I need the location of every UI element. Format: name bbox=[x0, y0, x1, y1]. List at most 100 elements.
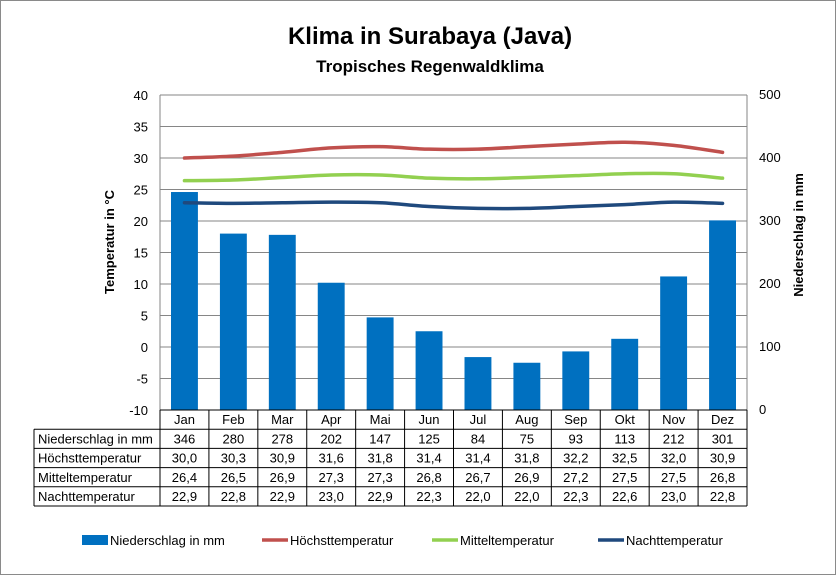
table-cell: 22,6 bbox=[612, 489, 637, 504]
table-cell: 26,7 bbox=[465, 470, 490, 485]
table-cell: 280 bbox=[223, 431, 245, 446]
table-cell: 22,0 bbox=[465, 489, 490, 504]
bar-niederschlag-okt bbox=[611, 338, 639, 410]
table-cell: 27,5 bbox=[612, 470, 637, 485]
y-tick-label: -10 bbox=[129, 403, 148, 418]
x-tick-label: Nov bbox=[662, 412, 686, 427]
legend-label: Niederschlag in mm bbox=[110, 533, 225, 548]
temperature-lines bbox=[182, 140, 725, 211]
x-tick-label: Apr bbox=[321, 412, 342, 427]
y2-tick-label: 400 bbox=[759, 150, 781, 165]
y-tick-label: -5 bbox=[136, 372, 148, 387]
table-cell: 27,2 bbox=[563, 470, 588, 485]
data-table: Jan Feb Mar Apr Mai Jun Jul Aug Sep Okt Nov Dez Nied… bbox=[33, 409, 748, 507]
table-cell: 30,9 bbox=[270, 451, 295, 466]
x-tick-label: Jan bbox=[174, 412, 195, 427]
table-cell: 22,9 bbox=[172, 489, 197, 504]
gridlines bbox=[160, 94, 747, 411]
bar-niederschlag-feb bbox=[219, 233, 247, 410]
table-cell: 22,8 bbox=[221, 489, 246, 504]
table-row-label: Nachttemperatur bbox=[38, 489, 135, 504]
table-cell: 22,8 bbox=[710, 489, 735, 504]
x-tick-label: Jun bbox=[419, 412, 440, 427]
y-tick-label: 0 bbox=[141, 340, 148, 355]
table-cell: 26,5 bbox=[221, 470, 246, 485]
table-cell: 22,3 bbox=[563, 489, 588, 504]
table-cell: 30,0 bbox=[172, 451, 197, 466]
table-cell: 31,8 bbox=[514, 451, 539, 466]
table-cell: 147 bbox=[369, 431, 391, 446]
y-tick-label: 15 bbox=[134, 246, 148, 261]
y2-tick-label: 300 bbox=[759, 213, 781, 228]
chart-subtitle: Tropisches Regenwaldklima bbox=[316, 57, 544, 76]
bar-niederschlag-jul bbox=[464, 357, 492, 410]
table-cell: 93 bbox=[569, 431, 583, 446]
table-row-label: Mitteltemperatur bbox=[38, 470, 133, 485]
legend-label: Höchsttemperatur bbox=[290, 533, 394, 548]
table-cell: 22,9 bbox=[367, 489, 392, 504]
bar-niederschlag-dez bbox=[709, 220, 736, 410]
x-tick-label: Okt bbox=[615, 412, 636, 427]
legend-swatch-bar bbox=[82, 535, 108, 545]
bar-niederschlag-apr bbox=[317, 282, 345, 410]
y2-tick-label: 100 bbox=[759, 339, 781, 354]
y2-tick-label: 200 bbox=[759, 276, 781, 291]
table-cell: 31,8 bbox=[367, 451, 392, 466]
precipitation-bars bbox=[171, 192, 736, 410]
y2-axis-title: Niederschlag in mm bbox=[791, 173, 806, 297]
table-cell: 84 bbox=[471, 431, 485, 446]
legend-label: Nachttemperatur bbox=[626, 533, 723, 548]
y-tick-label: 40 bbox=[134, 88, 148, 103]
table-cell: 202 bbox=[320, 431, 342, 446]
table-cell: 22,9 bbox=[270, 489, 295, 504]
line-höchsttemperatur bbox=[182, 140, 725, 160]
table-cell: 301 bbox=[712, 431, 734, 446]
y-tick-label: 10 bbox=[134, 277, 148, 292]
legend-label: Mitteltemperatur bbox=[460, 533, 555, 548]
y-tick-label: 30 bbox=[134, 151, 148, 166]
bar-niederschlag-sep bbox=[562, 351, 590, 410]
table-cell: 31,4 bbox=[465, 451, 490, 466]
x-tick-label: Mai bbox=[370, 412, 391, 427]
table-row-label: Höchsttemperatur bbox=[38, 451, 142, 466]
y2-tick-label: 500 bbox=[759, 87, 781, 102]
table-cell: 26,8 bbox=[710, 470, 735, 485]
x-tick-label: Aug bbox=[515, 412, 538, 427]
table-cell: 278 bbox=[271, 431, 293, 446]
table-cell: 75 bbox=[520, 431, 534, 446]
y-tick-label: 25 bbox=[134, 183, 148, 198]
table-cell: 23,0 bbox=[661, 489, 686, 504]
bar-niederschlag-mar bbox=[268, 234, 296, 410]
table-cell: 125 bbox=[418, 431, 440, 446]
table-cell: 212 bbox=[663, 431, 685, 446]
line-mitteltemperatur bbox=[182, 171, 725, 183]
x-tick-label: Sep bbox=[564, 412, 587, 427]
x-tick-label: Jul bbox=[470, 412, 487, 427]
table-cell: 31,4 bbox=[416, 451, 441, 466]
table-cell: 27,3 bbox=[319, 470, 344, 485]
table-cell: 26,9 bbox=[514, 470, 539, 485]
bar-niederschlag-aug bbox=[513, 362, 541, 410]
x-tick-label: Feb bbox=[222, 412, 244, 427]
table-cell: 113 bbox=[614, 431, 635, 446]
legend: Niederschlag in mm Höchsttemperatur Mittel… bbox=[82, 533, 723, 548]
y-tick-label: 5 bbox=[141, 309, 148, 324]
chart-title: Klima in Surabaya (Java) bbox=[288, 23, 572, 50]
table-cell: 26,9 bbox=[270, 470, 295, 485]
bar-niederschlag-jun bbox=[415, 331, 443, 410]
table-row-label: Niederschlag in mm bbox=[38, 431, 153, 446]
table-cell: 26,4 bbox=[172, 470, 197, 485]
y-tick-label: 20 bbox=[134, 214, 148, 229]
table-cell: 27,5 bbox=[661, 470, 686, 485]
table-cell: 30,3 bbox=[221, 451, 246, 466]
x-tick-label: Dez bbox=[711, 412, 734, 427]
bar-niederschlag-nov bbox=[660, 276, 688, 410]
table-cell: 27,3 bbox=[367, 470, 392, 485]
y-axis-title: Temperatur in °C bbox=[102, 189, 117, 294]
y-tick-label: 35 bbox=[134, 120, 148, 135]
bar-niederschlag-jan bbox=[171, 192, 198, 410]
table-cell: 23,0 bbox=[319, 489, 344, 504]
table-cell: 22,0 bbox=[514, 489, 539, 504]
